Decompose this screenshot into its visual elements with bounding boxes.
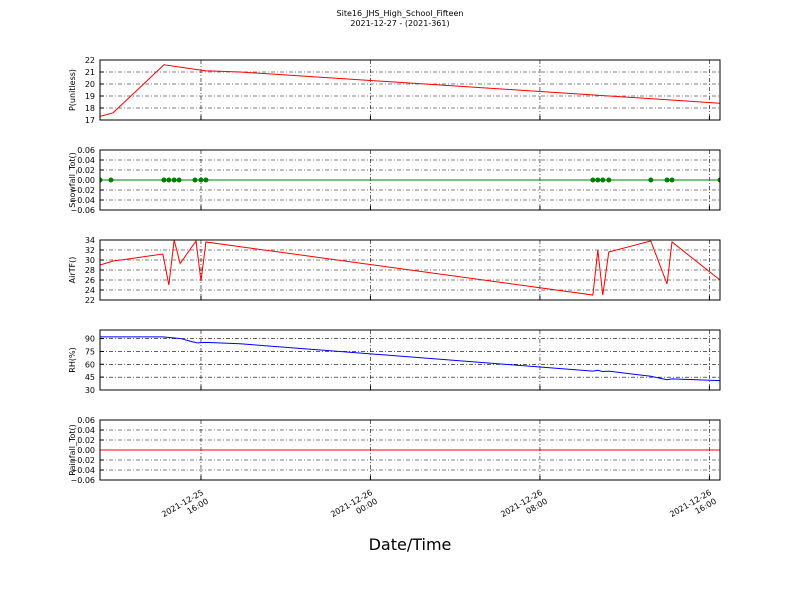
data-point [171,177,177,183]
data-point [648,177,654,183]
y-tick-label: 28 [85,266,95,275]
y-tick-label: 22 [85,56,95,65]
y-tick-label: 0.04 [77,156,95,165]
y-axis-label: Snowfall_Tot() [68,152,77,208]
y-tick-label: −0.02 [70,456,95,465]
y-tick-label: 20 [85,80,95,89]
y-tick-label: 0.00 [77,176,95,185]
y-tick-label: 30 [85,386,95,395]
data-point [595,177,601,183]
axes-frame [99,59,721,121]
y-axis-label: RH(%) [68,347,77,372]
y-tick-label: 30 [85,256,95,265]
y-tick-label: −0.06 [70,206,95,215]
data-point [606,177,612,183]
data-point [176,177,182,183]
axes-frame [99,419,721,481]
y-tick-label: 0.06 [77,146,95,155]
data-point [198,177,204,183]
y-tick-label: 21 [85,68,95,77]
data-point [669,177,675,183]
data-point [100,177,103,183]
y-tick-label: −0.04 [70,196,95,205]
y-tick-label: −0.02 [70,186,95,195]
y-tick-label: −0.04 [70,466,95,475]
data-point [717,177,720,183]
data-line [100,336,720,382]
data-point [664,177,670,183]
data-point [600,177,606,183]
axes-frame [99,329,721,391]
axes-frame [99,149,721,211]
y-tick-label: 32 [85,246,95,255]
data-line [100,64,720,117]
y-tick-label: 90 [85,335,95,344]
y-tick-label: 0.06 [77,416,95,425]
data-point [203,177,209,183]
y-tick-label: 34 [85,236,95,245]
axes-frame [99,239,721,301]
y-tick-label: 26 [85,276,95,285]
data-line [100,240,720,296]
y-tick-label: 75 [85,347,95,356]
y-tick-label: 17 [85,116,95,125]
x-axis-label: Date/Time [369,535,452,554]
y-tick-label: −0.06 [70,476,95,485]
y-tick-label: 19 [85,92,95,101]
data-point [166,177,172,183]
data-point [192,177,198,183]
y-tick-label: 0.02 [77,166,95,175]
chart-title: Site16_JHS_High_School_Fifteen [337,9,464,18]
chart-subtitle: 2021-12-27 - (2021-361) [350,19,449,28]
y-tick-label: 22 [85,296,95,305]
y-axis-label: AirTF() [68,257,77,284]
y-axis-label: P(unitless) [68,69,77,111]
y-tick-label: 24 [85,286,95,295]
data-point [590,177,596,183]
y-tick-label: 0.04 [77,426,95,435]
y-axis-label: Rainfall_Tot() [68,424,77,476]
y-tick-label: 18 [85,104,95,113]
y-tick-label: 0.00 [77,446,95,455]
y-tick-label: 60 [85,360,95,369]
data-point [108,177,114,183]
data-point [161,177,167,183]
y-tick-label: 0.02 [77,436,95,445]
y-tick-label: 45 [85,373,95,382]
